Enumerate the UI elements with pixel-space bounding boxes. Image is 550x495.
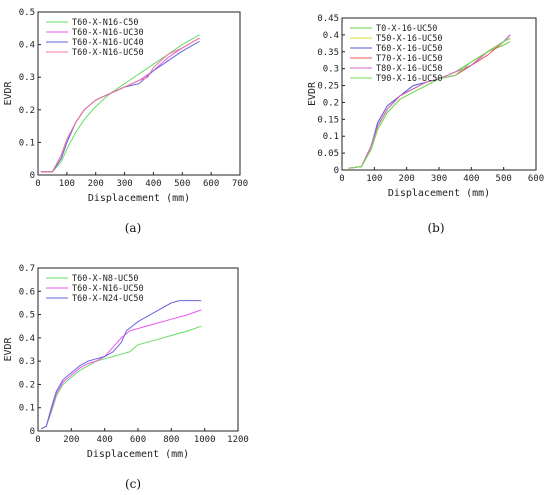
legend-entry: T80-X-16-UC50 bbox=[376, 64, 443, 74]
x-tick-label: 100 bbox=[59, 179, 75, 189]
legend-entry: T60-X-N8-UC50 bbox=[72, 274, 139, 284]
y-tick-label: 0.1 bbox=[323, 132, 339, 142]
legend-entry: T60-X-N16-UC50 bbox=[72, 48, 144, 58]
x-tick-label: 100 bbox=[366, 174, 382, 184]
legend-entry: T60-X-16-UC50 bbox=[376, 44, 443, 54]
legend-entry: T60-X-N16-UC50 bbox=[72, 284, 144, 294]
legend-entry: T60-X-N16-UC40 bbox=[72, 38, 144, 48]
y-tick-label: 0.2 bbox=[19, 380, 35, 390]
y-tick-label: 0.45 bbox=[317, 14, 339, 24]
chart-panel-1: 0 100 200 300 400 500 600 700 0 0.1 0.2 0.3 0.4 0.5 Di… bbox=[3, 8, 248, 235]
x-tick-label: 0 bbox=[339, 174, 344, 184]
y-tick-label: 0.4 bbox=[19, 41, 35, 51]
legend-entry: T0-X-16-UC50 bbox=[376, 24, 437, 34]
x-tick-label: 0 bbox=[35, 435, 40, 445]
y-axis-label: EVDR bbox=[307, 81, 318, 106]
x-tick-label: 200 bbox=[63, 435, 79, 445]
panel-label: (b) bbox=[427, 221, 444, 235]
chart-panel-3: 0 200 400 600 800 1000 1200 0 0.1 0.2 0.3 0.4 0.5 0.6… bbox=[3, 264, 249, 491]
y-tick-label: 0.1 bbox=[19, 404, 35, 414]
x-tick-label: 200 bbox=[88, 179, 104, 189]
legend-entry: T70-X-16-UC50 bbox=[376, 54, 443, 64]
y-tick-label: 0.35 bbox=[317, 48, 339, 58]
y-tick-label: 0.5 bbox=[19, 311, 35, 321]
legend-entry: T60-X-N16-C50 bbox=[72, 18, 139, 28]
series-line-3 bbox=[41, 300, 202, 430]
x-tick-label: 400 bbox=[463, 174, 479, 184]
series-line-1 bbox=[41, 325, 202, 430]
series-line-6 bbox=[348, 37, 511, 169]
y-tick-label: 0 bbox=[30, 171, 35, 181]
x-axis-label: Displacement (mm) bbox=[388, 188, 490, 199]
y-tick-label: 0.2 bbox=[323, 98, 339, 108]
y-axis-label: EVDR bbox=[3, 336, 14, 361]
x-tick-label: 400 bbox=[145, 179, 161, 189]
panel-label: (a) bbox=[125, 221, 142, 235]
y-tick-label: 0.4 bbox=[323, 31, 339, 41]
y-tick-label: 0.25 bbox=[317, 82, 339, 92]
y-tick-label: 0.3 bbox=[19, 73, 35, 83]
x-tick-label: 200 bbox=[399, 174, 415, 184]
y-tick-label: 0.1 bbox=[19, 138, 35, 148]
x-tick-label: 500 bbox=[174, 179, 190, 189]
legend-entry: T60-X-N16-UC30 bbox=[72, 28, 144, 38]
y-tick-label: 0.3 bbox=[19, 357, 35, 367]
x-tick-label: 300 bbox=[116, 179, 132, 189]
legend-entry: T90-X-16-UC50 bbox=[376, 74, 443, 84]
x-tick-label: 0 bbox=[35, 179, 40, 189]
plot-frame bbox=[37, 11, 241, 176]
x-tick-label: 400 bbox=[97, 435, 113, 445]
y-tick-label: 0.5 bbox=[19, 8, 35, 18]
y-tick-label: 0 bbox=[30, 427, 35, 437]
y-tick-label: 0.6 bbox=[19, 287, 35, 297]
legend-entry: T60-X-N24-UC50 bbox=[72, 294, 144, 304]
series-line-2 bbox=[40, 37, 200, 173]
y-axis-label: EVDR bbox=[3, 80, 14, 105]
y-tick-label: 0.7 bbox=[19, 264, 35, 274]
series-line-4 bbox=[40, 37, 200, 173]
y-tick-label: 0 bbox=[334, 166, 339, 176]
series-line-3 bbox=[40, 40, 200, 173]
chart-panel-2: 0 100 200 300 400 500 600 0 0.05 0.1 0.15 0.2 0.25 0.… bbox=[307, 14, 544, 235]
legend-entry: T50-X-16-UC50 bbox=[376, 34, 443, 44]
x-axis-label: Displacement (mm) bbox=[87, 449, 189, 460]
x-tick-label: 600 bbox=[528, 174, 544, 184]
y-tick-label: 0.05 bbox=[317, 149, 339, 159]
y-tick-label: 0.3 bbox=[323, 65, 339, 75]
y-tick-label: 0.2 bbox=[19, 106, 35, 116]
x-tick-label: 600 bbox=[130, 435, 146, 445]
x-axis-label: Displacement (mm) bbox=[88, 193, 190, 204]
x-tick-label: 1200 bbox=[227, 435, 249, 445]
panel-label: (c) bbox=[125, 477, 141, 491]
x-tick-label: 1000 bbox=[194, 435, 216, 445]
y-tick-label: 0.15 bbox=[317, 115, 339, 125]
series-line-2 bbox=[41, 309, 202, 430]
x-tick-label: 300 bbox=[431, 174, 447, 184]
x-tick-label: 600 bbox=[203, 179, 219, 189]
x-tick-label: 500 bbox=[496, 174, 512, 184]
x-tick-label: 800 bbox=[163, 435, 179, 445]
x-tick-label: 700 bbox=[232, 179, 248, 189]
y-tick-label: 0.4 bbox=[19, 334, 35, 344]
